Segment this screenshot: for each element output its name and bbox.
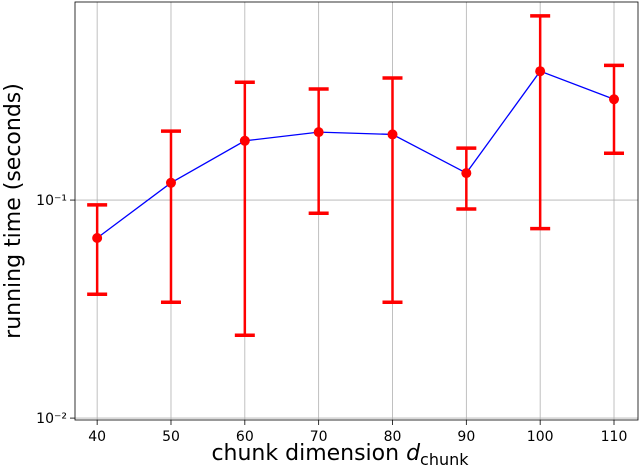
y-axis-label: running time (seconds) (1, 83, 26, 339)
x-tick-label: 70 (310, 429, 328, 445)
marker (313, 127, 324, 138)
x-tick-label: 40 (88, 429, 106, 445)
marker (387, 129, 398, 140)
x-label-text: chunk dimension (211, 441, 406, 465)
line (96, 70, 615, 239)
x-tick-label: 50 (162, 429, 180, 445)
marker (92, 232, 103, 243)
x-axis-label: chunk dimension dchunk (211, 441, 469, 465)
x-tick-label: 80 (384, 429, 402, 445)
marker (461, 168, 472, 179)
plot-frame (74, 1, 639, 421)
marker (165, 177, 176, 188)
x-tick-label: 100 (527, 429, 554, 445)
marker (609, 94, 620, 105)
x-tick-label: 60 (236, 429, 254, 445)
x-tick-label: 90 (457, 429, 475, 445)
x-tick-label: 110 (601, 429, 628, 445)
x-label-subscript: chunk (420, 450, 469, 465)
y-tick-label: 10⁻² (36, 411, 67, 427)
x-label-symbol: d (406, 441, 421, 465)
y-tick-label: 10⁻¹ (36, 193, 67, 209)
marker (239, 135, 250, 146)
marker (535, 66, 546, 77)
